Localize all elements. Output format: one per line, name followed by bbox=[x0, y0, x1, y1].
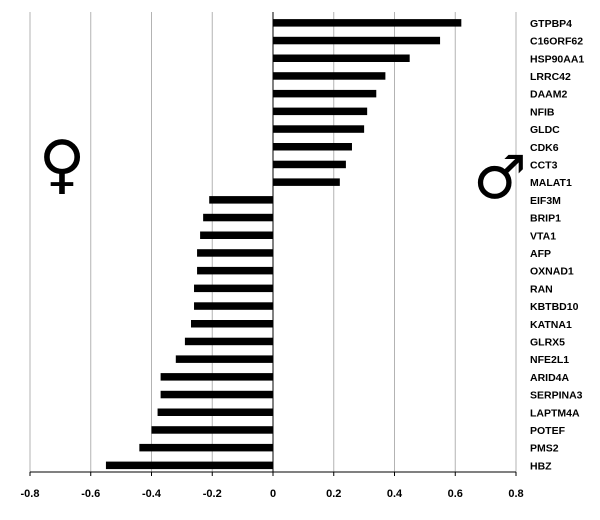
category-label: RAN bbox=[530, 283, 553, 295]
bar-potef bbox=[151, 426, 273, 434]
category-label: C16ORF62 bbox=[530, 36, 583, 48]
bar-katna1 bbox=[190, 320, 273, 328]
category-label: NFE2L1 bbox=[530, 354, 569, 366]
x-tick-label: -0.4 bbox=[142, 488, 162, 500]
bar-nfe2l1 bbox=[175, 355, 273, 363]
x-tick-label: 0 bbox=[270, 488, 276, 500]
category-labels: GTPBP4 C16ORF62 HSP90AA1 LRRC42 DAAM2 NFIB GLD… bbox=[530, 18, 584, 473]
bar-glrx5 bbox=[184, 337, 273, 346]
category-label: GLRX5 bbox=[530, 336, 565, 348]
category-label: GTPBP4 bbox=[530, 18, 572, 30]
bar-gtpbp4 bbox=[273, 19, 462, 27]
x-tick-label: -0.2 bbox=[203, 488, 222, 500]
bar-hsp90aa1 bbox=[273, 54, 410, 62]
bar-vta1 bbox=[200, 231, 273, 239]
category-label: KBTBD10 bbox=[530, 301, 579, 313]
x-tick-label: -0.8 bbox=[21, 488, 40, 500]
bar-afp bbox=[197, 249, 273, 257]
category-label: CCT3 bbox=[530, 159, 558, 171]
male-symbol-icon: ♂ bbox=[473, 143, 527, 213]
bar-cdk6 bbox=[273, 143, 352, 151]
x-axis bbox=[29, 12, 517, 476]
x-tick-label: 0.6 bbox=[448, 488, 463, 500]
bar-kbtbd10 bbox=[194, 302, 273, 310]
bar-arid4a bbox=[160, 373, 273, 381]
bar-brip1 bbox=[203, 213, 273, 222]
bar-lrrc42 bbox=[273, 72, 386, 80]
category-label: MALAT1 bbox=[530, 177, 572, 189]
bar-ran bbox=[194, 284, 273, 293]
x-tick-labels: -0.8 -0.6 -0.4 -0.2 0 0.2 0.4 0.6 0.8 bbox=[21, 488, 524, 500]
category-label: GLDC bbox=[530, 124, 560, 136]
x-tick-label: -0.6 bbox=[81, 488, 100, 500]
category-label: OXNAD1 bbox=[530, 266, 574, 278]
category-label: BRIP1 bbox=[530, 213, 561, 225]
bar-hbz bbox=[105, 461, 273, 470]
bars bbox=[105, 19, 462, 470]
female-symbol-icon: ♀ bbox=[39, 128, 86, 202]
bar-pms2 bbox=[139, 443, 273, 452]
category-label: ARID4A bbox=[530, 372, 570, 384]
category-label: DAAM2 bbox=[530, 89, 567, 101]
category-label: LAPTM4A bbox=[530, 407, 580, 419]
x-tick-label: 0.4 bbox=[387, 488, 403, 500]
category-label: AFP bbox=[530, 248, 551, 260]
bar-malat1 bbox=[273, 178, 340, 186]
category-label: POTEF bbox=[530, 425, 566, 437]
bar-daam2 bbox=[273, 89, 377, 98]
category-label: PMS2 bbox=[530, 443, 559, 455]
category-label: CDK6 bbox=[530, 142, 559, 154]
category-label: HSP90AA1 bbox=[530, 53, 584, 65]
category-label: VTA1 bbox=[530, 230, 556, 242]
bar-laptm4a bbox=[157, 408, 273, 416]
x-tick-label: 0.8 bbox=[508, 488, 523, 500]
bar-eif3m bbox=[209, 196, 273, 204]
bar-nfib bbox=[273, 107, 368, 116]
category-label: HBZ bbox=[530, 460, 552, 472]
x-tick-label: 0.2 bbox=[326, 488, 341, 500]
bar-cct3 bbox=[273, 160, 346, 169]
gridlines bbox=[29, 12, 517, 472]
bar-oxnad1 bbox=[197, 266, 273, 275]
category-label: NFIB bbox=[530, 106, 555, 118]
category-label: LRRC42 bbox=[530, 71, 571, 83]
bar-c16orf62 bbox=[273, 36, 441, 45]
category-label: EIF3M bbox=[530, 195, 561, 207]
bar-gldc bbox=[273, 125, 365, 133]
category-label: KATNA1 bbox=[530, 319, 572, 331]
category-label: SERPINA3 bbox=[530, 390, 583, 402]
bar-serpina3 bbox=[160, 390, 273, 399]
